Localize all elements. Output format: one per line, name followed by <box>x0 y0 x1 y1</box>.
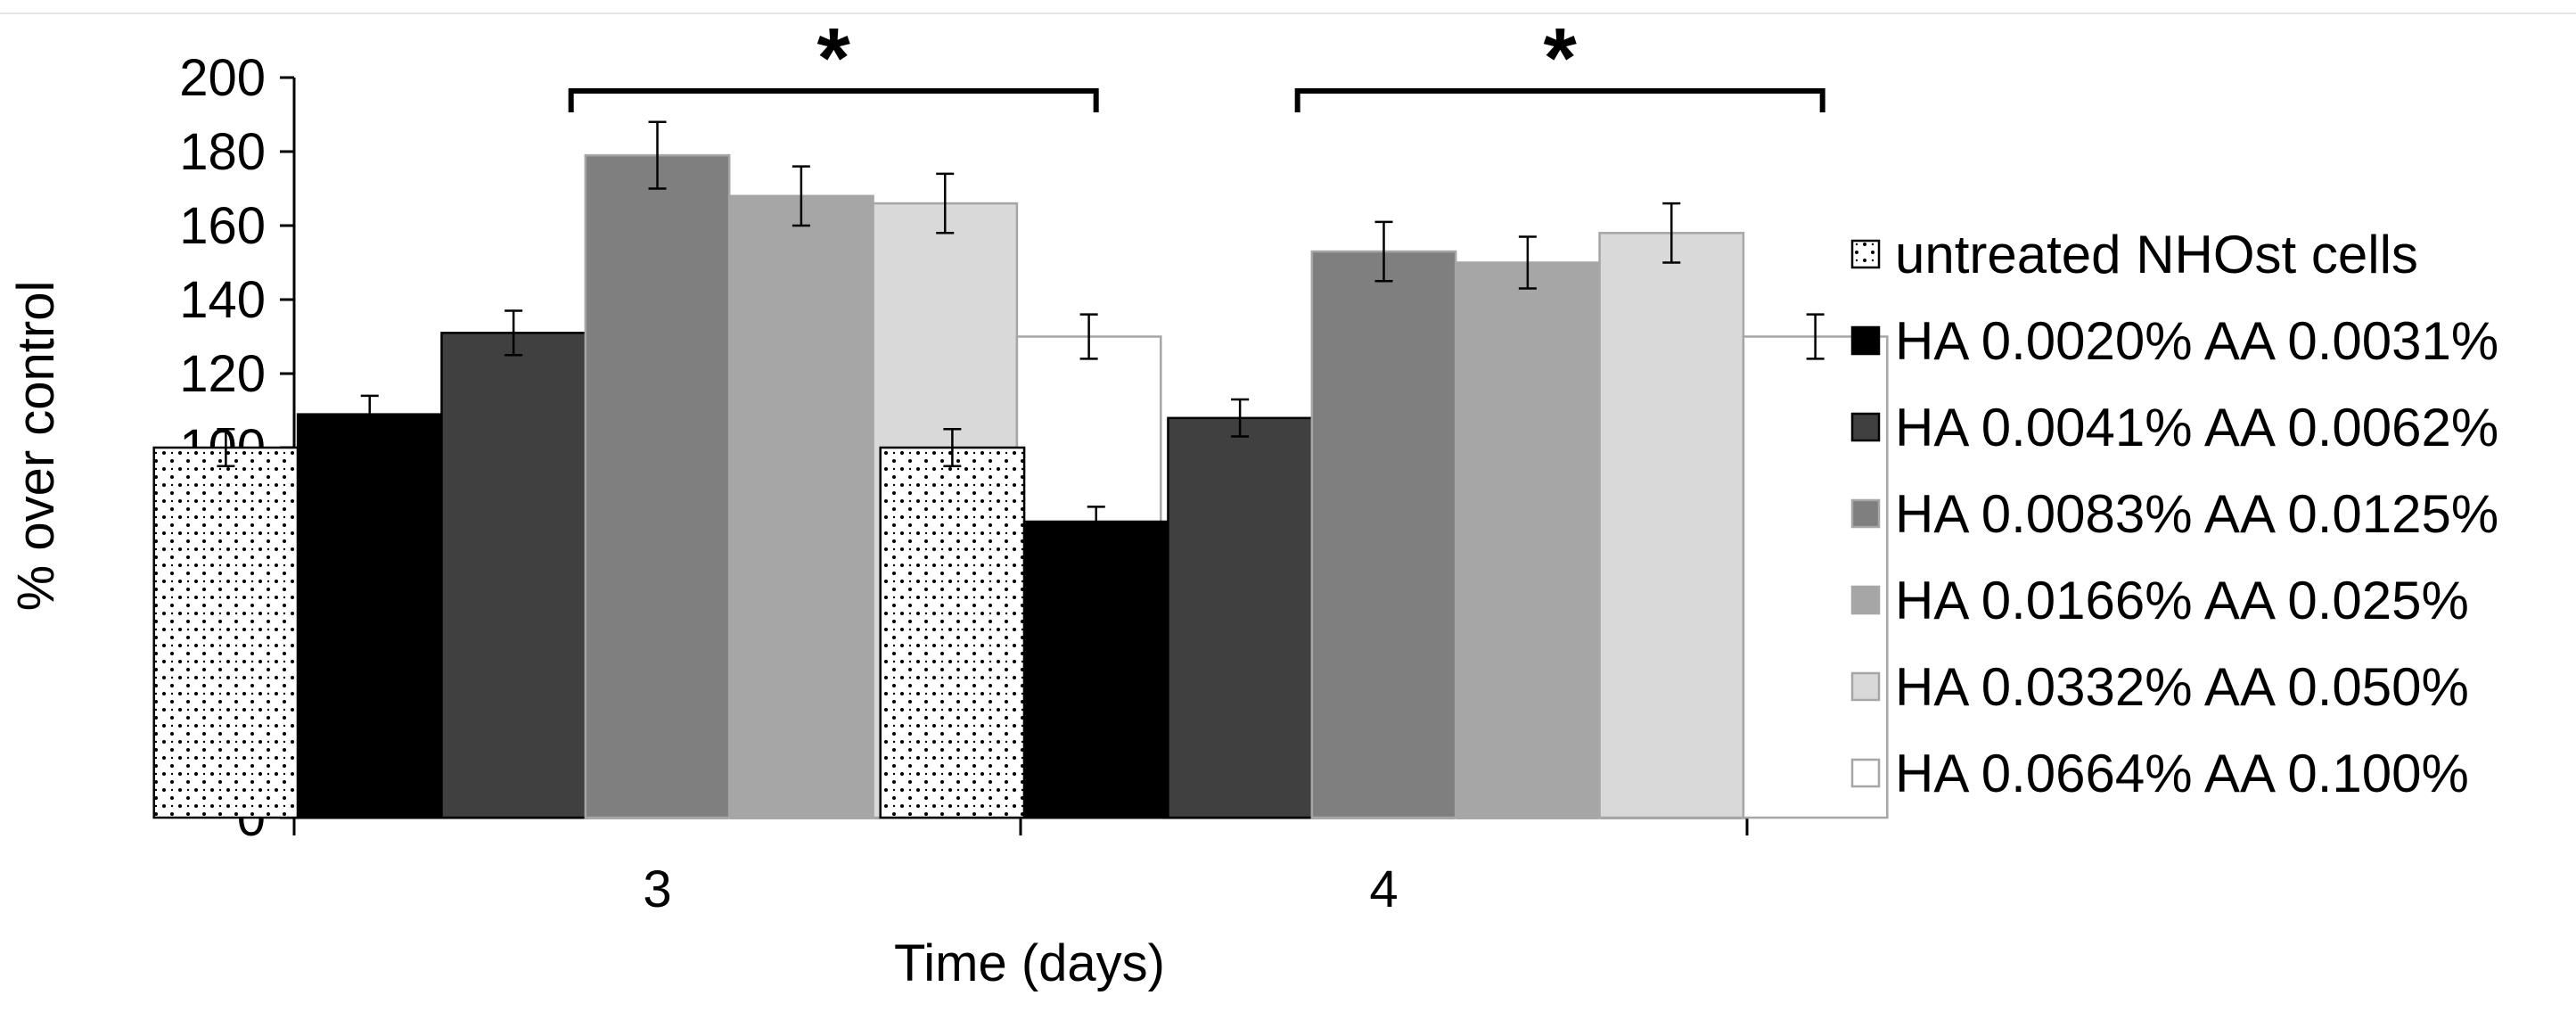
bar <box>1598 232 1745 819</box>
legend-swatch <box>1850 325 1881 356</box>
bar <box>1454 261 1601 819</box>
plot-area: 02040608010012014016018020034** <box>152 11 1889 918</box>
legend-swatch <box>1850 758 1881 788</box>
bar <box>152 446 299 819</box>
y-tick-label: 180 <box>179 123 266 181</box>
legend-label: untreated NHOst cells <box>1895 225 2418 284</box>
legend-label: HA 0.0020% AA 0.0031% <box>1895 311 2498 371</box>
legend: untreated NHOst cells HA 0.0020% AA 0.003… <box>1850 225 2498 803</box>
x-axis-title: Time (days) <box>894 934 1165 992</box>
legend-label: HA 0.0166% AA 0.025% <box>1895 571 2469 630</box>
y-axis-title: % over control <box>7 281 65 612</box>
bar <box>584 153 731 819</box>
bar <box>879 446 1026 819</box>
legend-swatch <box>1850 412 1881 442</box>
x-category-label: 4 <box>1369 860 1398 918</box>
bar <box>440 332 587 819</box>
bar <box>1310 250 1457 819</box>
significance-bracket <box>568 88 1099 112</box>
y-tick-label: 140 <box>179 271 266 329</box>
legend-swatch <box>1850 671 1881 702</box>
y-tick-label: 120 <box>179 345 266 403</box>
legend-swatch <box>1850 585 1881 615</box>
top-divider <box>0 12 2576 14</box>
y-tick-label: 160 <box>179 197 266 255</box>
y-tick-label: 200 <box>179 49 266 107</box>
bar <box>727 194 874 819</box>
bar <box>1022 520 1169 819</box>
bar <box>1167 416 1314 819</box>
legend-swatch <box>1850 239 1881 269</box>
bar <box>296 413 443 819</box>
legend-label: HA 0.0664% AA 0.100% <box>1895 744 2469 803</box>
x-category-label: 3 <box>643 860 671 918</box>
legend-swatch <box>1850 498 1881 529</box>
significance-marker: * <box>816 11 850 106</box>
legend-label: HA 0.0332% AA 0.050% <box>1895 657 2469 717</box>
significance-bracket <box>1294 88 1825 112</box>
significance-marker: * <box>1543 11 1577 106</box>
legend-label: HA 0.0083% AA 0.0125% <box>1895 484 2498 544</box>
bar <box>1742 335 1889 819</box>
legend-label: HA 0.0041% AA 0.0062% <box>1895 398 2498 457</box>
